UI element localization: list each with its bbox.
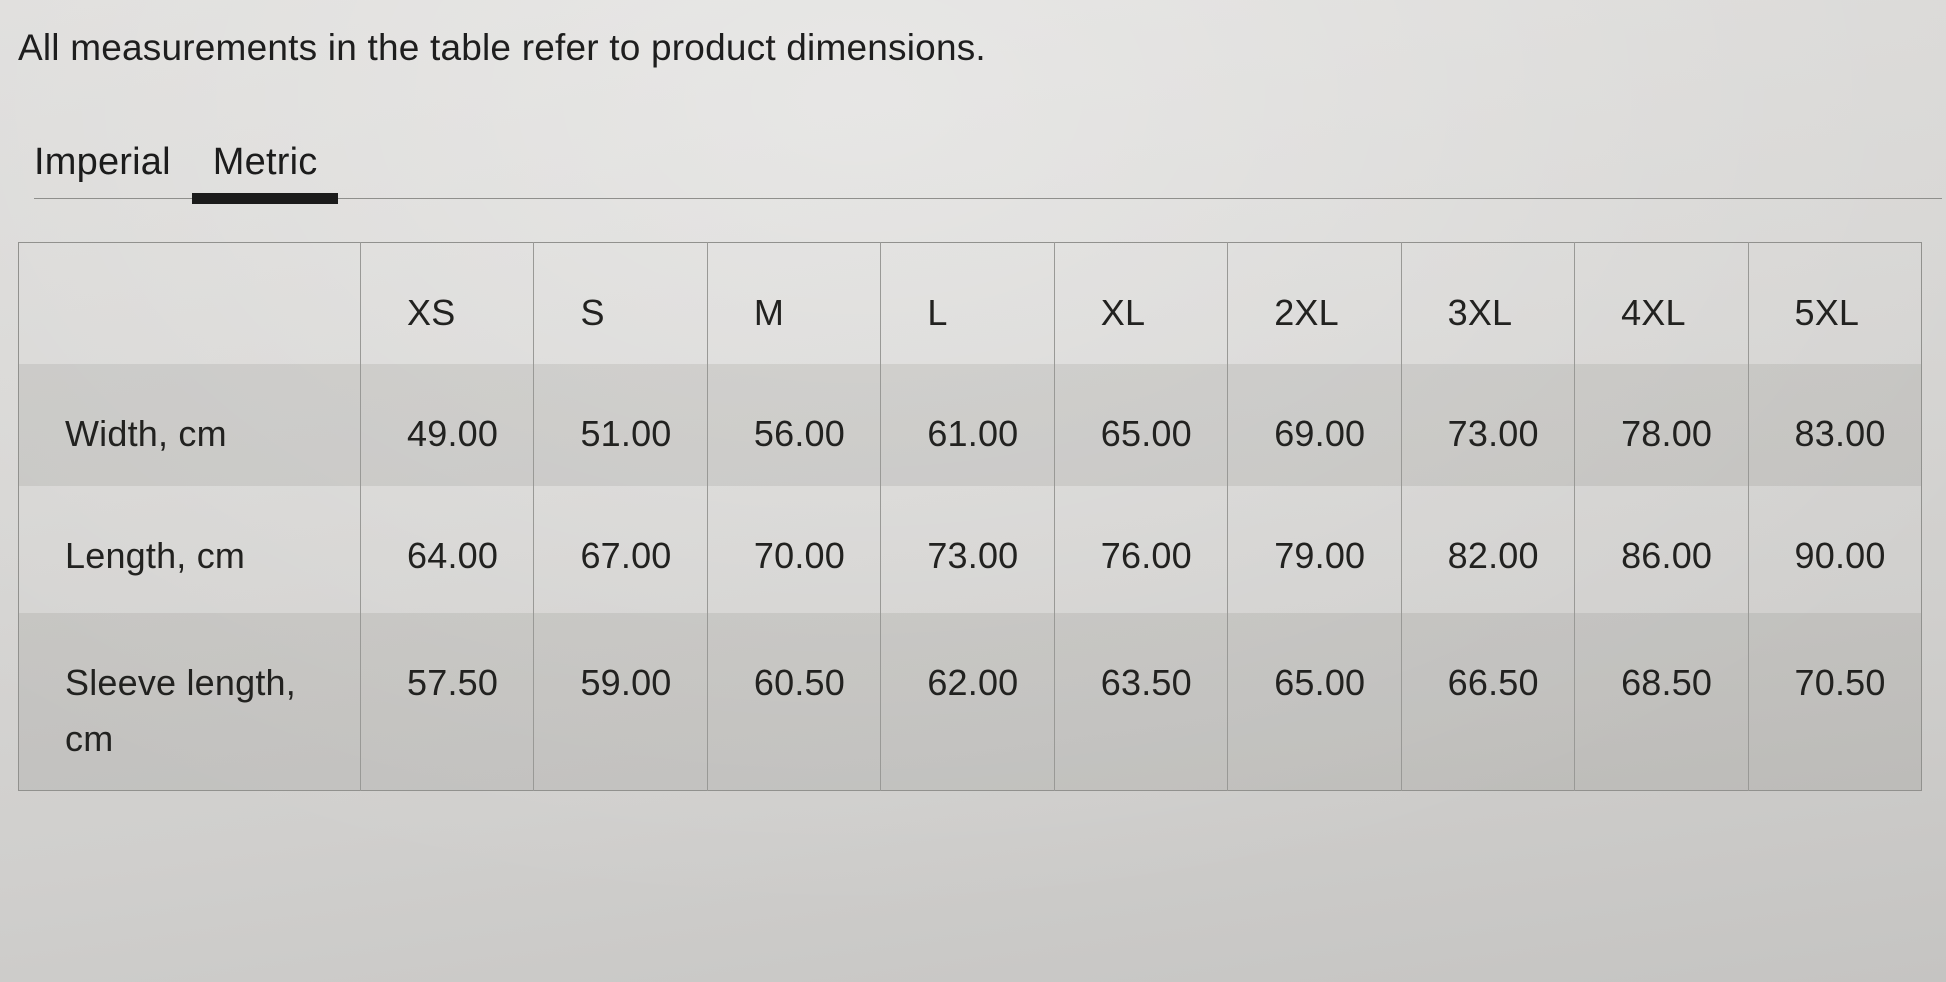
value-cell: 61.00: [880, 363, 1055, 486]
unit-tabs: Imperial Metric: [34, 140, 1942, 204]
value-cell: 70.50: [1747, 612, 1922, 791]
value-cell: 69.00: [1227, 363, 1402, 486]
value-cell: 65.00: [1053, 363, 1228, 486]
value-cell: 64.00: [359, 485, 534, 613]
table-row-length: Length, cm 64.00 67.00 70.00 73.00 76.00…: [19, 485, 1922, 613]
row-label: Length, cm: [65, 534, 246, 576]
size-header-m: M: [706, 242, 881, 364]
value-cell: 83.00: [1747, 363, 1922, 486]
size-header-4xl: 4XL: [1574, 242, 1748, 364]
size-header-s: S: [533, 242, 708, 364]
value-cell: 57.50: [359, 612, 534, 791]
size-header-row: XS S M L XL 2XL 3XL 4XL 5XL: [19, 242, 1922, 364]
value-cell: 65.00: [1227, 612, 1402, 791]
table-row-width: Width, cm 49.00 51.00 56.00 61.00 65.00 …: [18, 363, 1922, 486]
value-cell: 78.00: [1574, 363, 1748, 486]
value-cell: 62.00: [880, 612, 1055, 791]
value-cell: 70.00: [706, 485, 881, 613]
value-cell: 90.00: [1747, 485, 1922, 613]
size-header-l: L: [880, 242, 1055, 364]
table-row-sleeve-length: Sleeve length, cm 57.50 59.00 60.50 62.0…: [18, 612, 1922, 791]
value-cell: 56.00: [706, 363, 881, 486]
measurement-note: All measurements in the table refer to p…: [18, 27, 986, 68]
value-cell: 73.00: [880, 485, 1055, 613]
size-header-2xl: 2XL: [1227, 242, 1402, 364]
size-header-5xl: 5XL: [1747, 242, 1922, 364]
size-header-3xl: 3XL: [1400, 242, 1575, 364]
corner-cell: [19, 243, 361, 364]
value-cell: 60.50: [706, 612, 881, 791]
value-cell: 67.00: [533, 485, 708, 613]
value-cell: 66.50: [1400, 612, 1575, 791]
tab-metric[interactable]: Metric: [191, 141, 339, 204]
value-cell: 49.00: [359, 363, 534, 486]
value-cell: 68.50: [1574, 612, 1748, 791]
value-cell: 76.00: [1053, 485, 1228, 613]
size-header-xs: XS: [359, 242, 534, 364]
value-cell: 51.00: [533, 363, 708, 486]
row-label: Sleeve length, cm: [18, 612, 361, 791]
row-label: Width, cm: [18, 363, 361, 486]
value-cell: 86.00: [1574, 485, 1748, 613]
value-cell: 82.00: [1400, 485, 1575, 613]
value-cell: 79.00: [1227, 485, 1402, 613]
tab-imperial[interactable]: Imperial: [34, 141, 171, 183]
value-cell: 63.50: [1053, 612, 1228, 791]
value-cell: 73.00: [1400, 363, 1575, 486]
size-header-xl: XL: [1053, 242, 1228, 364]
size-table: XS S M L XL 2XL 3XL 4XL 5XL Width, cm 49…: [18, 242, 1922, 791]
value-cell: 59.00: [533, 612, 708, 791]
